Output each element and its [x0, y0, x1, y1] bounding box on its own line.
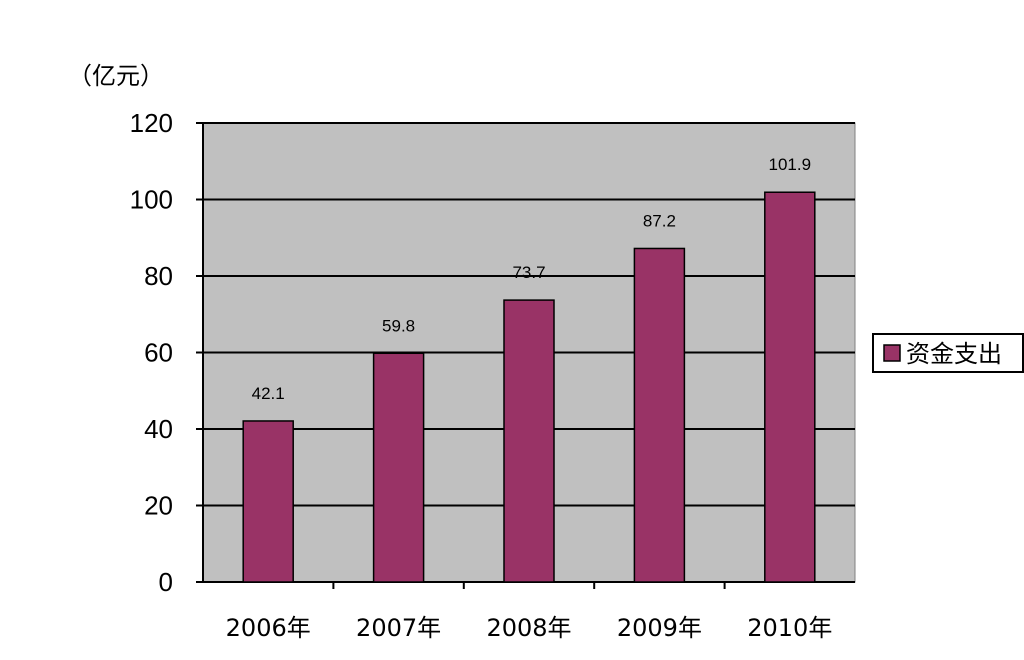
- bar: [503, 299, 555, 583]
- bar: [764, 191, 816, 583]
- bar: [633, 247, 686, 583]
- x-tick-label: 2008年: [486, 614, 571, 642]
- data-label: 101.9: [769, 155, 812, 174]
- legend: 资金支出: [872, 333, 1024, 373]
- data-label: 87.2: [643, 211, 676, 230]
- y-tick-label: 60: [144, 338, 173, 368]
- y-tick-label: 120: [130, 108, 173, 138]
- y-tick-label: 40: [144, 414, 173, 444]
- legend-swatch: [883, 344, 901, 362]
- data-label: 73.7: [512, 263, 545, 282]
- legend-label: 资金支出: [906, 340, 1002, 368]
- data-label: 42.1: [252, 384, 285, 403]
- bar: [242, 420, 294, 583]
- x-tick-label: 2006年: [226, 614, 311, 642]
- data-label: 59.8: [382, 316, 415, 335]
- y-tick-label: 0: [159, 567, 173, 597]
- y-axis-unit-label: （亿元）: [68, 62, 164, 90]
- x-tick-label: 2009年: [617, 614, 702, 642]
- bar: [372, 352, 425, 583]
- y-tick-label: 100: [130, 185, 173, 215]
- x-tick-label: 2010年: [747, 614, 832, 642]
- x-tick-label: 2007年: [356, 614, 441, 642]
- y-tick-label: 20: [144, 491, 173, 521]
- y-tick-label: 80: [144, 261, 173, 291]
